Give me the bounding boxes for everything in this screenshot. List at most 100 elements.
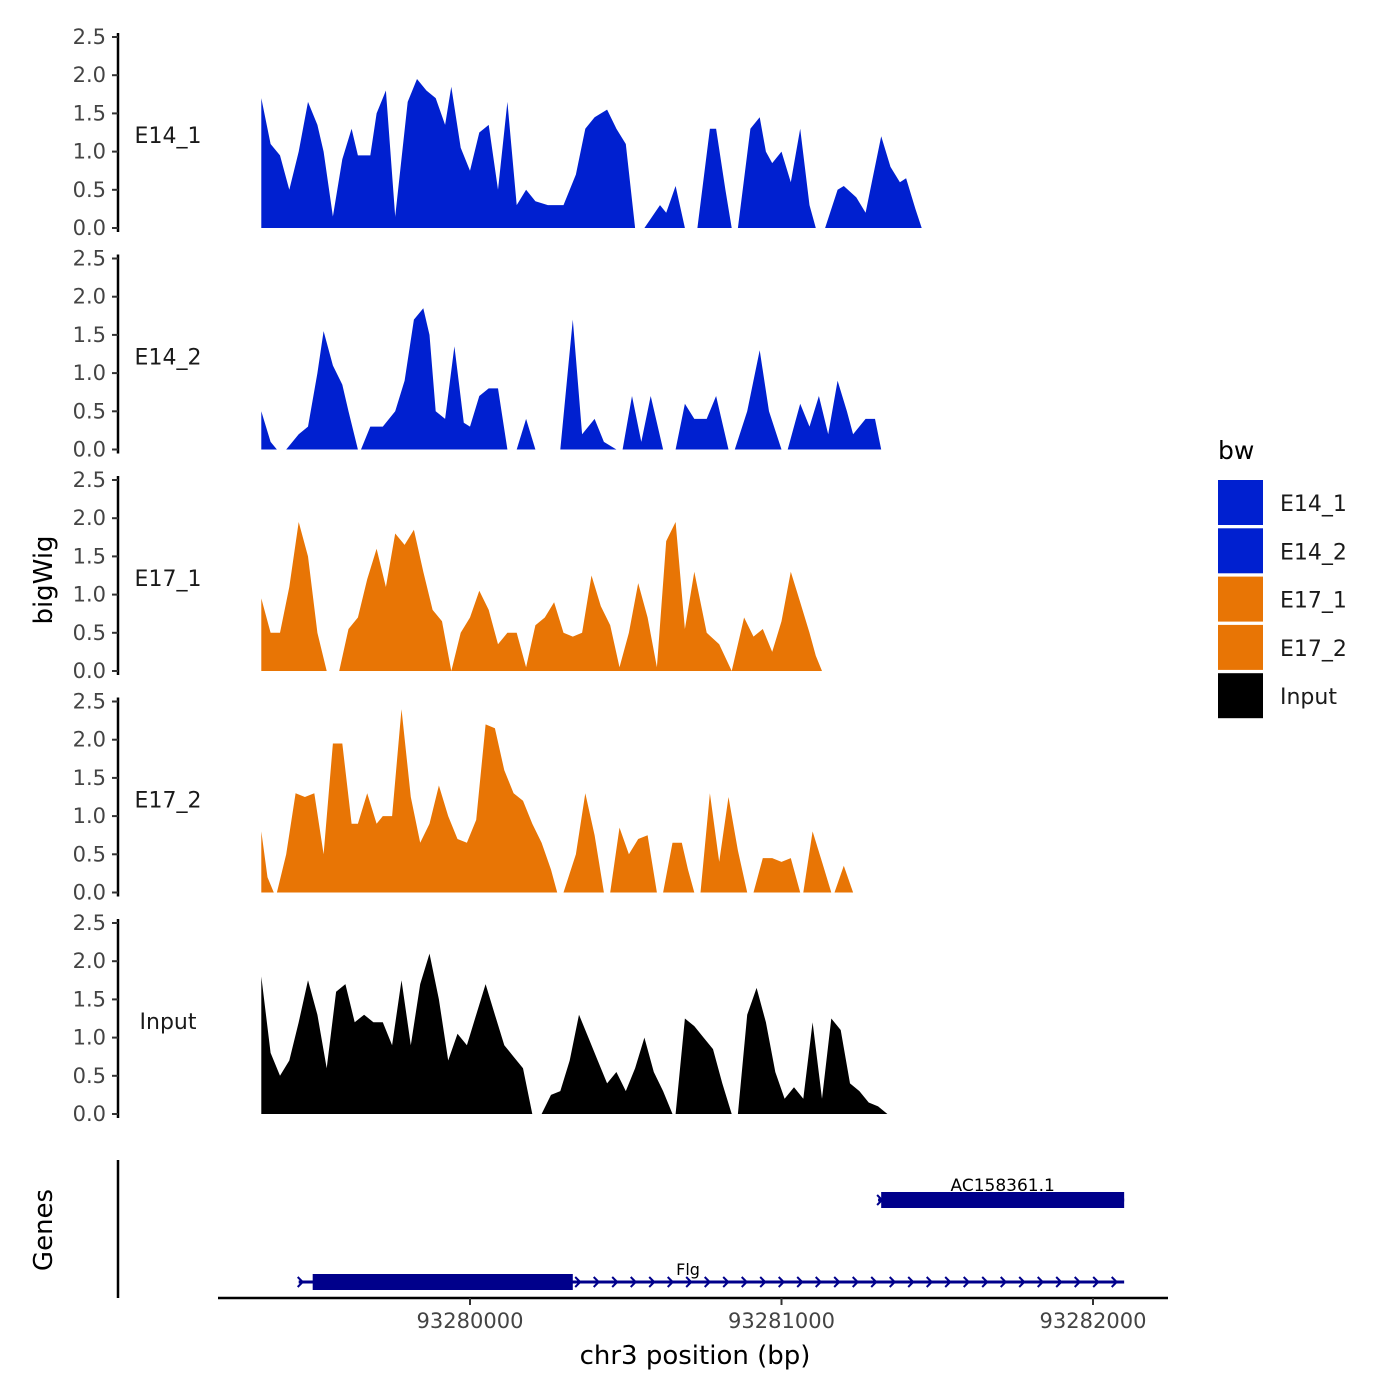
strand-arrow: [666, 1276, 675, 1288]
coverage-area: [675, 396, 729, 450]
strand-arrow: [907, 1276, 915, 1288]
y-tick-label: 1.0: [73, 140, 106, 164]
strand-arrow: [833, 1276, 841, 1288]
legend-label: E14_2: [1280, 540, 1347, 565]
legend-label: E14_1: [1280, 492, 1347, 517]
track-E14_1: 0.0 0.5 1.0 1.5 2.0 2.5 E14_1: [73, 25, 922, 240]
y-tick-label: 0.0: [73, 216, 106, 240]
coverage-area: [261, 79, 636, 228]
legend-swatch: [1218, 576, 1263, 622]
strand-arrow: [722, 1276, 730, 1288]
legend-swatch: [1218, 673, 1263, 719]
y-tick-label: 0.0: [73, 438, 106, 462]
legend: bw E14_1 E14_2 E17_1 E17_2 Input: [1218, 436, 1347, 719]
strand-arrow: [1055, 1276, 1063, 1288]
track-label: E14_2: [135, 346, 202, 371]
x-axis: 93280000 93281000 93282000: [218, 1296, 1168, 1333]
strand-arrow: [592, 1276, 601, 1288]
coverage-area: [753, 858, 801, 893]
x-tick-label: 93280000: [417, 1309, 524, 1333]
coverage-area: [563, 793, 604, 893]
track-label: E14_1: [135, 124, 202, 149]
coverage-area: [560, 319, 617, 450]
coverage-area: [734, 350, 782, 450]
coverage-area: [610, 827, 657, 893]
y-tick-label: 0.0: [73, 1102, 106, 1126]
coverage-area: [261, 953, 533, 1114]
legend-swatch: [1218, 528, 1263, 574]
strand-arrow: [740, 1276, 749, 1288]
y-tick-label: 0.5: [73, 842, 106, 866]
y-tick-label: 1.5: [73, 544, 106, 568]
coverage-area: [700, 793, 748, 893]
y-tick-label: 2.0: [73, 63, 106, 87]
strand-arrow: [999, 1276, 1008, 1288]
strand-arrow: [648, 1276, 656, 1288]
coverage-area: [697, 128, 732, 228]
genes-panel: Genes AC158361.1 Flg: [29, 1160, 1125, 1298]
track-Input: 0.0 0.5 1.0 1.5 2.0 2.5 Input: [73, 911, 888, 1126]
coverage-area: [622, 396, 664, 450]
track-E17_2: 0.0 0.5 1.0 1.5 2.0 2.5 E17_2: [73, 690, 854, 905]
coverage-area: [286, 331, 358, 450]
track-label: E17_2: [135, 789, 202, 814]
legend-entry-E14_1: E14_1: [1218, 480, 1347, 525]
y-tick-label: 1.5: [73, 323, 106, 347]
strand-arrow: [629, 1276, 638, 1288]
coverage-area: [261, 411, 277, 450]
strand-arrow: [796, 1276, 804, 1288]
legend-label: E17_2: [1280, 637, 1347, 662]
coverage-area: [361, 308, 508, 450]
y-tick-label: 1.0: [73, 583, 106, 607]
coverage-area: [644, 186, 685, 228]
y-tick-label: 2.5: [73, 25, 106, 49]
gene-Flg: Flg: [296, 1260, 1125, 1290]
y-tick-label: 2.0: [73, 285, 106, 309]
strand-arrow: [1092, 1276, 1100, 1288]
x-tick-label: 93282000: [1040, 1309, 1147, 1333]
genes-label: Genes: [29, 1189, 59, 1271]
gene-exon: [881, 1192, 1125, 1208]
strand-arrow: [611, 1276, 619, 1288]
track-label: Input: [140, 1010, 197, 1035]
strand-arrow: [759, 1276, 767, 1288]
strand-arrow: [962, 1276, 971, 1288]
y-tick-label: 0.5: [73, 399, 106, 423]
legend-swatch: [1218, 480, 1263, 525]
gene-exon: [312, 1274, 573, 1290]
coverage-area: [825, 136, 922, 228]
strand-arrow: [685, 1276, 693, 1288]
y-tick-label: 0.0: [73, 659, 106, 683]
coverage-area: [675, 1018, 732, 1114]
y-tick-label: 2.0: [73, 949, 106, 973]
strand-arrow: [1036, 1276, 1045, 1288]
y-tick-label: 0.5: [73, 1064, 106, 1088]
strand-arrow: [1073, 1276, 1082, 1288]
coverage-area: [261, 831, 274, 893]
coverage-area: [339, 522, 822, 671]
legend-label: Input: [1280, 685, 1337, 710]
strand-arrow: [703, 1276, 712, 1288]
y-tick-label: 0.5: [73, 178, 106, 202]
strand-arrow: [925, 1276, 934, 1288]
track-label: E17_1: [135, 567, 202, 592]
y-tick-label: 2.5: [73, 247, 106, 271]
legend-entry-E17_2: E17_2: [1218, 624, 1347, 670]
coverage-area: [541, 1014, 673, 1114]
coverage-area: [663, 842, 695, 893]
coverage-area: [787, 380, 882, 450]
y-tick-label: 1.0: [73, 361, 106, 385]
coverage-area: [737, 117, 816, 228]
x-tick-label: 93281000: [728, 1309, 835, 1333]
y-tick-label: 0.0: [73, 881, 106, 905]
track-E17_1: 0.0 0.5 1.0 1.5 2.0 2.5 E17_1: [73, 468, 822, 683]
coverage-area: [803, 831, 832, 893]
legend-entry-Input: Input: [1218, 673, 1337, 719]
tracks-panel: 0.0 0.5 1.0 1.5 2.0 2.5 E14_1 0.0 0.5 1.0 1.5 2.0 2.…: [73, 25, 922, 1126]
legend-entry-E17_1: E17_1: [1218, 576, 1347, 622]
legend-title: bw: [1218, 436, 1254, 465]
strand-arrow: [888, 1276, 897, 1288]
coverage-area: [834, 865, 854, 893]
strand-arrow: [814, 1276, 823, 1288]
x-axis-label: chr3 position (bp): [580, 1341, 811, 1371]
